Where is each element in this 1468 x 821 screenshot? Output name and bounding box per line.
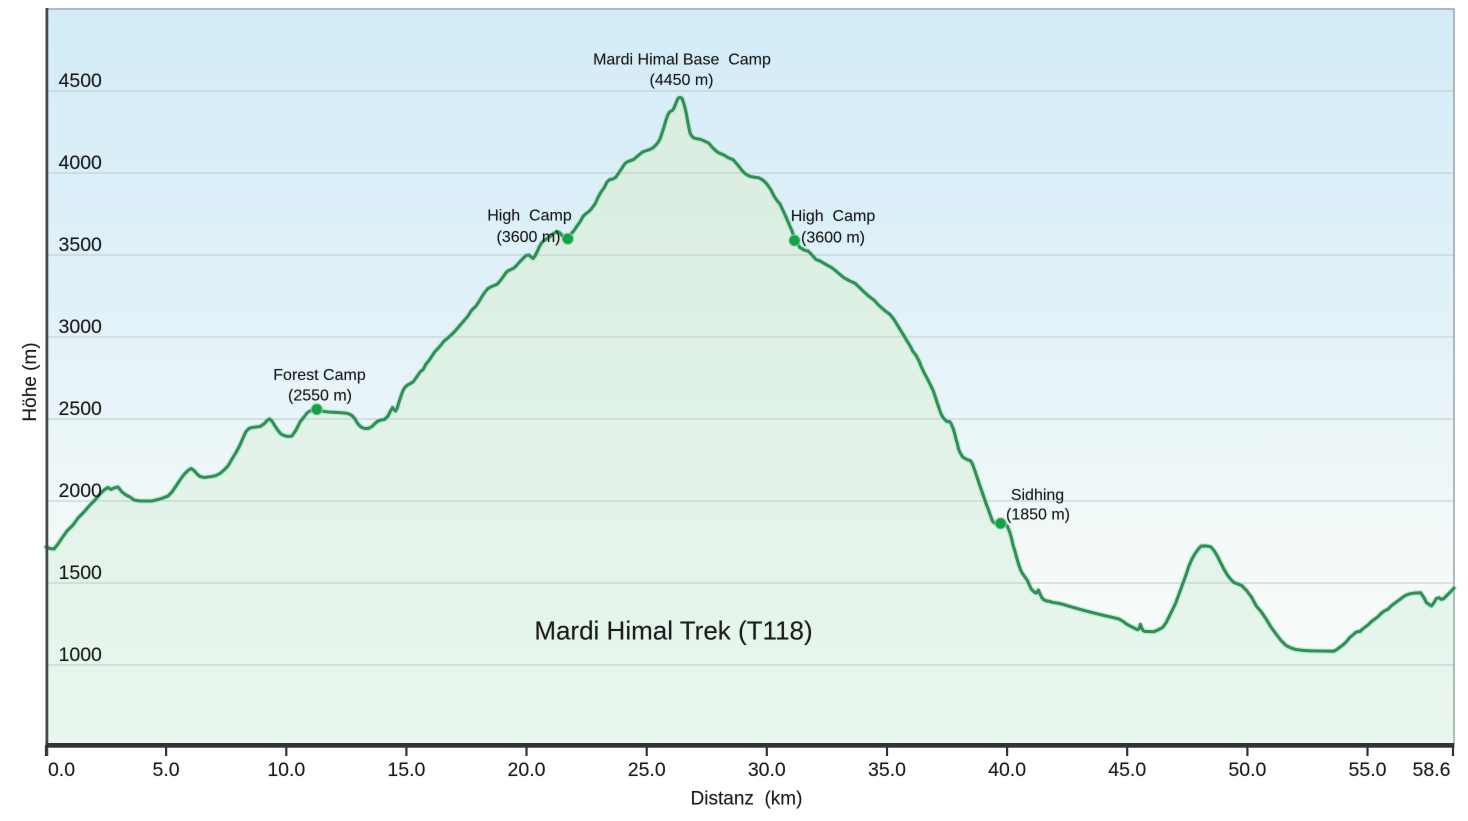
svg-text:Mardi Himal Trek (T118): Mardi Himal Trek (T118): [534, 616, 812, 646]
svg-text:3000: 3000: [59, 316, 103, 338]
svg-text:15.0: 15.0: [387, 759, 425, 781]
svg-text:10.0: 10.0: [267, 759, 305, 781]
svg-text:0.0: 0.0: [48, 759, 75, 781]
svg-text:2000: 2000: [59, 480, 103, 502]
svg-text:35.0: 35.0: [868, 759, 906, 781]
svg-text:1500: 1500: [59, 562, 103, 584]
svg-text:Höhe (m): Höhe (m): [20, 342, 41, 421]
svg-text:(3600 m): (3600 m): [496, 229, 560, 246]
svg-text:Sidhing: Sidhing: [1011, 487, 1064, 504]
svg-text:4500: 4500: [59, 70, 103, 92]
svg-text:4000: 4000: [59, 152, 103, 174]
svg-text:(3600 m): (3600 m): [801, 230, 865, 247]
svg-text:25.0: 25.0: [628, 759, 666, 781]
svg-text:High Camp: High Camp: [791, 208, 876, 225]
svg-text:(4450 m): (4450 m): [649, 72, 713, 89]
svg-text:2500: 2500: [59, 398, 103, 420]
svg-text:30.0: 30.0: [748, 759, 786, 781]
svg-text:(2550 m): (2550 m): [288, 388, 352, 405]
svg-text:High Camp: High Camp: [487, 208, 572, 225]
svg-text:(1850 m): (1850 m): [1006, 507, 1070, 524]
svg-text:40.0: 40.0: [988, 759, 1026, 781]
svg-text:Mardi Himal Base Camp: Mardi Himal Base Camp: [593, 52, 771, 69]
svg-text:45.0: 45.0: [1108, 759, 1146, 781]
svg-text:3500: 3500: [59, 234, 103, 256]
svg-text:Distanz (km): Distanz (km): [691, 789, 803, 810]
svg-text:50.0: 50.0: [1228, 759, 1266, 781]
svg-text:55.0: 55.0: [1349, 759, 1387, 781]
svg-text:20.0: 20.0: [508, 759, 546, 781]
svg-text:Forest Camp: Forest Camp: [273, 367, 366, 384]
svg-text:5.0: 5.0: [153, 759, 180, 781]
svg-text:58.6: 58.6: [1413, 759, 1451, 781]
svg-text:1000: 1000: [59, 644, 103, 666]
